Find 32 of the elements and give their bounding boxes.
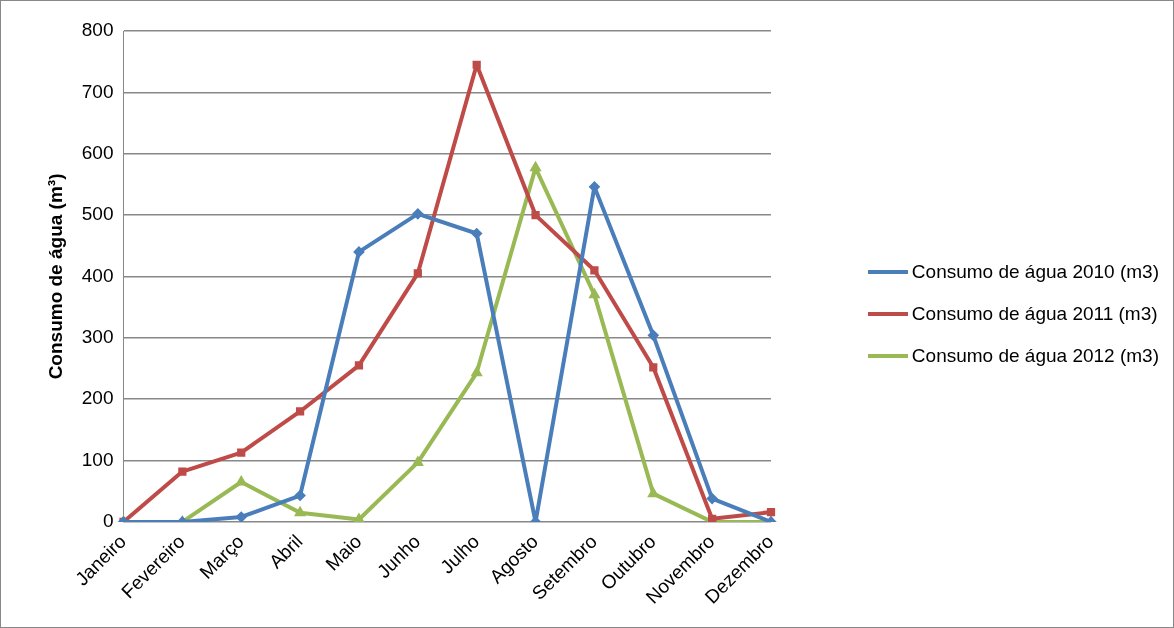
point	[472, 60, 481, 69]
legend-label: Consumo de água 2012 (m3)	[911, 345, 1159, 367]
point	[648, 488, 658, 498]
point	[649, 363, 658, 372]
y-tick-label: 700	[81, 80, 114, 102]
point	[354, 361, 364, 370]
point	[471, 228, 482, 239]
y-tick-label: 400	[81, 264, 114, 286]
point	[590, 266, 599, 275]
point	[531, 210, 540, 220]
point	[766, 507, 776, 517]
y-tick-label: 500	[81, 203, 114, 225]
legend-label: Consumo de água 2011 (m3)	[911, 303, 1158, 325]
y-axis-title: Consumo de água (m³)	[44, 173, 66, 380]
point	[412, 208, 423, 219]
y-tick-label: 200	[81, 387, 114, 409]
point	[294, 505, 306, 517]
point	[295, 490, 306, 501]
point	[353, 246, 364, 257]
y-tick-label: 300	[81, 326, 114, 348]
y-tick-label: 800	[81, 19, 114, 41]
point	[707, 493, 718, 504]
point	[237, 448, 246, 457]
legend-label: Consumo de água 2010 (m3)	[911, 261, 1159, 283]
y-tick-label: 0	[102, 510, 114, 532]
point	[648, 330, 659, 341]
point	[295, 407, 305, 416]
point	[413, 269, 422, 278]
point	[178, 467, 187, 476]
y-tick-label: 100	[81, 448, 114, 470]
y-tick-label: 600	[81, 141, 114, 163]
point	[236, 512, 247, 522]
